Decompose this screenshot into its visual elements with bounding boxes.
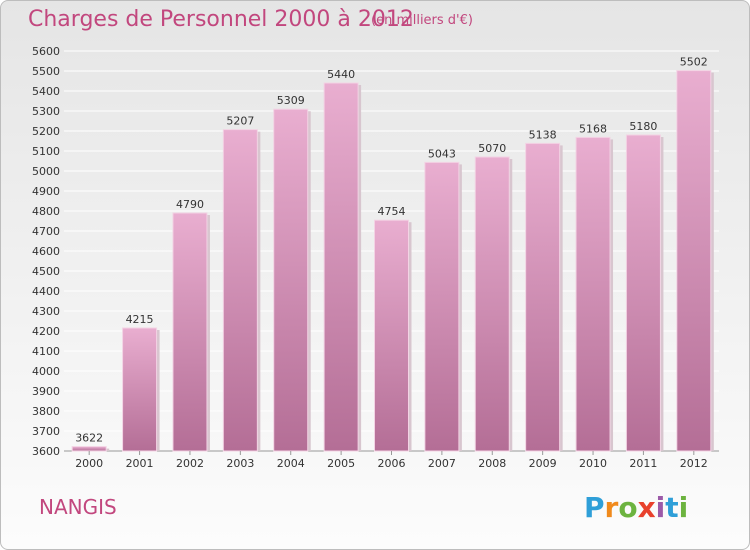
logo-letter: t xyxy=(665,491,679,524)
y-tick-label: 5600 xyxy=(32,45,60,58)
x-tick-label: 2008 xyxy=(478,457,506,470)
bar-value-label: 5180 xyxy=(629,120,657,133)
y-tick-label: 5300 xyxy=(32,105,60,118)
bar-value-label: 4790 xyxy=(176,198,204,211)
y-tick-label: 4200 xyxy=(32,325,60,338)
y-tick-label: 5400 xyxy=(32,85,60,98)
y-tick-label: 4500 xyxy=(32,265,60,278)
y-tick-label: 5500 xyxy=(32,65,60,78)
bar-value-label: 5502 xyxy=(680,56,708,69)
bar xyxy=(525,142,561,452)
chart-title: Charges de Personnel 2000 à 2012 xyxy=(28,7,414,32)
y-tick-label: 3800 xyxy=(32,405,60,418)
x-tick-label: 2003 xyxy=(226,457,254,470)
bar-value-label: 5207 xyxy=(226,115,254,128)
x-tick-label: 2002 xyxy=(176,457,204,470)
x-tick-label: 2009 xyxy=(529,457,557,470)
y-tick-label: 3900 xyxy=(32,385,60,398)
bar-value-label: 3622 xyxy=(75,432,103,445)
y-tick-label: 4300 xyxy=(32,305,60,318)
y-tick-label: 4700 xyxy=(32,225,60,238)
bar xyxy=(222,129,258,452)
x-tick-label: 2000 xyxy=(75,457,103,470)
y-tick-label: 5200 xyxy=(32,125,60,138)
logo-letter: r xyxy=(604,491,619,524)
bar xyxy=(474,156,510,452)
x-tick-label: 2001 xyxy=(126,457,154,470)
x-tick-label: 2010 xyxy=(579,457,607,470)
bar-value-label: 4754 xyxy=(378,205,406,218)
bar-value-label: 5043 xyxy=(428,147,456,160)
bar xyxy=(575,136,611,452)
chart-subtitle: (en milliers d'€) xyxy=(371,13,473,28)
bar xyxy=(122,327,158,452)
logo-letter: o xyxy=(618,491,638,524)
x-tick-label: 2011 xyxy=(629,457,657,470)
bar-value-label: 4215 xyxy=(126,313,154,326)
y-tick-label: 4400 xyxy=(32,285,60,298)
commune-name: NANGIS xyxy=(39,495,117,519)
bar-value-label: 5168 xyxy=(579,122,607,135)
y-tick-label: 3700 xyxy=(32,425,60,438)
bar-value-label: 5070 xyxy=(478,142,506,155)
y-tick-label: 4100 xyxy=(32,345,60,358)
x-tick-label: 2007 xyxy=(428,457,456,470)
bar xyxy=(71,446,107,452)
logo-letter: i xyxy=(655,491,666,524)
bar xyxy=(172,212,208,452)
bar xyxy=(625,134,661,452)
bar-value-label: 5440 xyxy=(327,68,355,81)
bar xyxy=(374,219,409,452)
logo-letter: i xyxy=(678,491,689,524)
logo-letter: x xyxy=(637,491,656,524)
y-tick-label: 4600 xyxy=(32,245,60,258)
x-tick-label: 2004 xyxy=(277,457,305,470)
bar-value-label: 5309 xyxy=(277,94,305,107)
x-tick-label: 2006 xyxy=(378,457,406,470)
x-tick-label: 2012 xyxy=(680,457,708,470)
y-tick-label: 4800 xyxy=(32,205,60,218)
bar xyxy=(273,108,309,452)
y-tick-label: 4900 xyxy=(32,185,60,198)
bar xyxy=(424,161,460,452)
x-tick-label: 2005 xyxy=(327,457,355,470)
bar-value-label: 5138 xyxy=(529,128,557,141)
proxiti-logo: Proxiti xyxy=(584,491,688,524)
y-tick-label: 4000 xyxy=(32,365,60,378)
logo-letter: P xyxy=(584,491,605,524)
y-tick-label: 5000 xyxy=(32,165,60,178)
bar xyxy=(676,70,712,452)
y-tick-label: 5100 xyxy=(32,145,60,158)
y-tick-label: 3600 xyxy=(32,445,60,458)
bar xyxy=(323,82,359,452)
